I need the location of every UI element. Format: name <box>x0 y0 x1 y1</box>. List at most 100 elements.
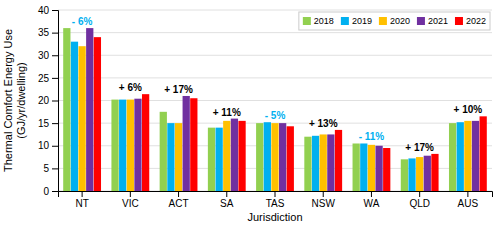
tick-label: QLD <box>409 198 430 209</box>
legend-swatch <box>455 17 463 25</box>
tick-mark <box>52 146 58 147</box>
bar <box>63 28 70 191</box>
bar <box>256 123 263 191</box>
grid <box>58 10 492 191</box>
x-tick: TAS <box>266 191 285 209</box>
bar <box>190 98 197 191</box>
bar <box>401 159 408 191</box>
tick-mark <box>419 191 420 197</box>
tick-mark <box>275 191 276 197</box>
tick-label: WA <box>364 198 380 209</box>
legend-label: 2021 <box>428 16 448 26</box>
tick-mark <box>467 191 468 197</box>
bar-series <box>63 28 456 191</box>
x-axis: NT VIC ACT SA TAS NSW WA QLD AUS <box>59 191 493 209</box>
bar-series <box>86 28 479 191</box>
tick-mark <box>226 191 227 197</box>
tick-mark <box>371 191 372 197</box>
bar <box>424 156 431 191</box>
bar <box>167 123 174 191</box>
annotation: + 11% <box>213 107 241 118</box>
annotation: + 17% <box>164 84 193 95</box>
tick-mark <box>323 191 324 197</box>
tick-mark <box>178 191 179 197</box>
bar <box>480 116 487 191</box>
legend-item: 2018 <box>303 16 334 26</box>
bar <box>287 126 294 191</box>
axis-line <box>52 11 59 192</box>
tick-label: AUS <box>458 198 479 209</box>
tick-label: SA <box>220 198 234 209</box>
grid-line <box>58 77 492 78</box>
tick-mark <box>52 123 58 124</box>
tick-mark <box>82 191 83 197</box>
x-tick: ACT <box>169 191 189 209</box>
grid-line <box>58 32 492 33</box>
bar <box>134 99 141 191</box>
bar <box>312 136 319 191</box>
bar <box>368 145 375 191</box>
tick-label: 5 <box>43 163 49 174</box>
annotation: - 6% <box>72 16 93 27</box>
tick-mark <box>52 168 58 169</box>
bar <box>472 121 479 191</box>
x-tick: AUS <box>458 191 479 209</box>
tick-label: 40 <box>38 5 50 16</box>
bar <box>71 42 78 191</box>
y-tick: 10 <box>38 140 58 151</box>
bar <box>431 154 438 191</box>
y-tick: 0 <box>43 186 58 197</box>
tick-mark <box>52 101 58 102</box>
bar <box>279 123 286 191</box>
tick-mark <box>130 191 131 197</box>
legend-label: 2022 <box>466 16 486 26</box>
annotation: + 13% <box>309 118 338 129</box>
bar <box>86 28 93 191</box>
bar <box>327 134 334 191</box>
bar <box>183 96 190 191</box>
x-tick: NT <box>75 191 88 209</box>
bar <box>464 121 471 191</box>
bar <box>264 122 271 191</box>
bar <box>375 146 382 191</box>
y-tick: 35 <box>38 27 58 38</box>
tick-label: 30 <box>38 50 50 61</box>
legend-label: 2019 <box>352 16 372 26</box>
tick-label: NT <box>75 198 88 209</box>
legend-swatch <box>417 17 425 25</box>
legend-item: 2020 <box>379 16 410 26</box>
tick-mark <box>52 191 58 192</box>
tick-label: TAS <box>266 198 285 209</box>
bar <box>449 123 456 191</box>
y-axis-title: Thermal Comfort Energy Use(GJ/yr/dwellin… <box>2 29 27 172</box>
bar <box>335 130 342 191</box>
x-tick: NSW <box>312 191 336 209</box>
bar <box>353 143 360 191</box>
y-tick: 5 <box>43 163 58 174</box>
bar <box>271 123 278 191</box>
chart: 0510152025303540NTVICACTSATASNSWWAQLDAUS… <box>0 0 500 225</box>
legend-item: 2019 <box>341 16 372 26</box>
tick-mark <box>52 55 58 56</box>
legend-swatch <box>303 17 311 25</box>
bars <box>63 28 487 191</box>
y-tick: 30 <box>38 50 58 61</box>
y-tick: 40 <box>38 5 58 16</box>
grid-line <box>58 10 492 11</box>
tick-label: 10 <box>38 140 50 151</box>
bar <box>94 37 101 191</box>
annotation: + 10% <box>454 104 483 115</box>
bar <box>360 143 367 191</box>
bar <box>238 121 245 191</box>
bar-series <box>94 37 487 191</box>
annotation: - 11% <box>359 131 385 142</box>
bar <box>78 46 85 191</box>
tick-label: VIC <box>122 198 139 209</box>
tick-mark <box>52 33 58 34</box>
tick-label: 25 <box>38 73 50 84</box>
bar <box>223 121 230 191</box>
x-tick: VIC <box>122 191 139 209</box>
annotation: - 5% <box>265 110 286 121</box>
bar <box>142 94 149 191</box>
y-axis: 0510152025303540 <box>38 5 59 197</box>
